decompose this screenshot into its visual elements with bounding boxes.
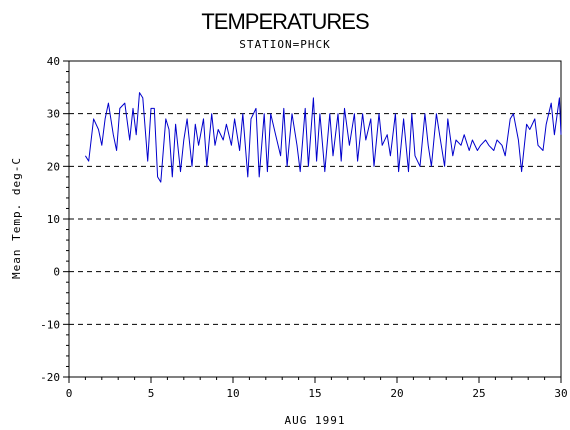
x-tick-label: 15 — [308, 387, 321, 400]
y-axis-label: Mean Temp. deg-C — [10, 157, 23, 279]
y-tick-label: 10 — [47, 213, 60, 226]
y-axis-ticks: -20 -10 0 10 20 30 40 — [40, 55, 69, 384]
y-tick-label: -10 — [40, 318, 60, 331]
x-tick-label: 5 — [148, 387, 155, 400]
x-tick-label: 30 — [554, 387, 567, 400]
y-tick-label: 0 — [53, 266, 60, 279]
y-tick-label: 30 — [47, 108, 60, 121]
x-tick-label: 20 — [390, 387, 403, 400]
x-axis-label: AUG 1991 — [285, 414, 346, 427]
gridlines — [69, 60, 561, 378]
series-line — [84, 92, 562, 183]
x-tick-label: 0 — [66, 387, 73, 400]
y-tick-label: 40 — [47, 55, 60, 68]
x-tick-label: 25 — [472, 387, 485, 400]
chart-subtitle: STATION=PHCK — [239, 38, 330, 51]
y-tick-label: 20 — [47, 160, 60, 173]
series-group — [84, 92, 562, 183]
y-tick-label: -20 — [40, 371, 60, 384]
x-axis-ticks: 0 5 10 15 20 25 30 — [66, 377, 568, 400]
x-tick-label: 10 — [226, 387, 239, 400]
chart-title: TEMPERATURES — [201, 9, 369, 34]
